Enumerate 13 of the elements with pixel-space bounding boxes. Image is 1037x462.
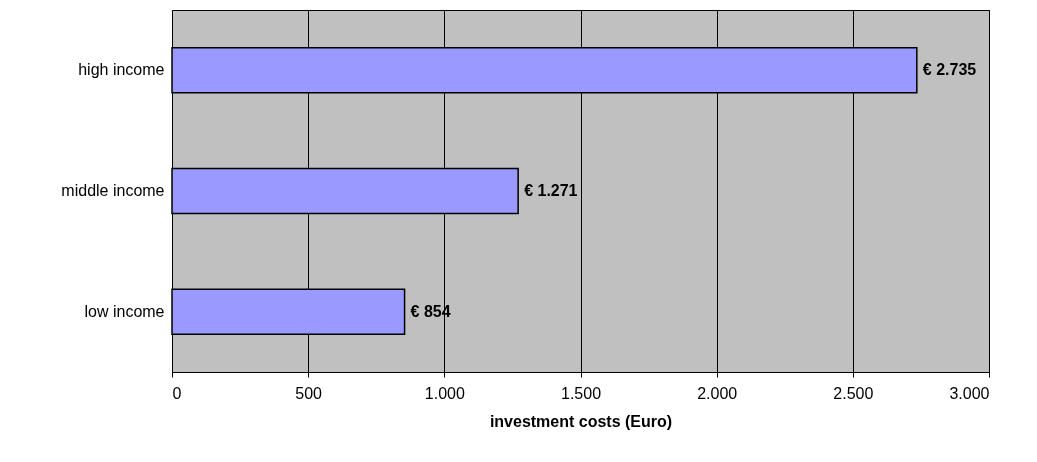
x-axis-title: investment costs (Euro) bbox=[489, 412, 673, 430]
y-tick-label: high income bbox=[78, 61, 165, 79]
x-tick-label: 2.000 bbox=[697, 384, 738, 402]
x-tick-label: 1.500 bbox=[560, 384, 602, 402]
x-tick-label: 3.000 bbox=[949, 384, 990, 402]
x-tick-label: 2.500 bbox=[833, 384, 874, 402]
x-tick-label: 1.000 bbox=[424, 384, 465, 402]
y-tick-label: low income bbox=[84, 302, 165, 320]
x-tick-label: 500 bbox=[295, 384, 323, 402]
data-label: € 2.735 bbox=[922, 61, 977, 79]
x-tick-label: 0 bbox=[172, 384, 182, 402]
data-label: € 1.271 bbox=[524, 182, 578, 199]
y-tick-label: middle income bbox=[61, 182, 165, 199]
